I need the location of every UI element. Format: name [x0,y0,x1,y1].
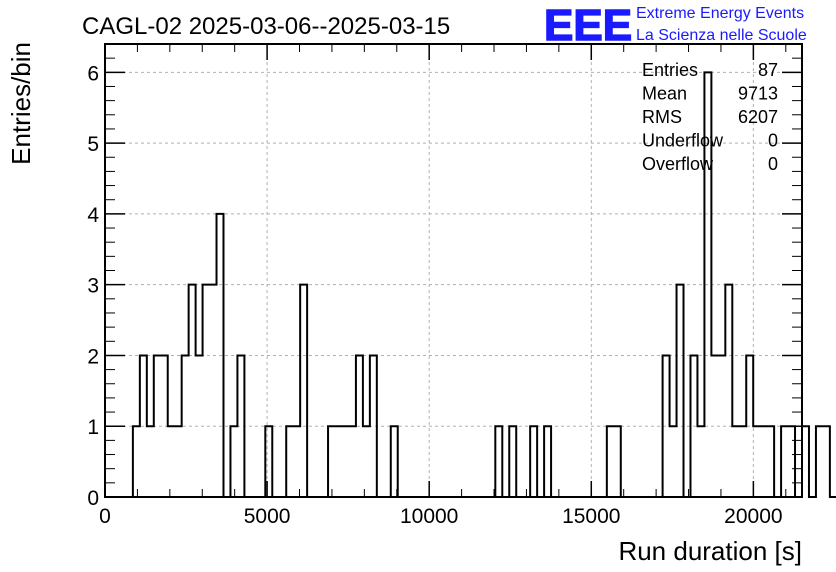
y-tick-label: 3 [87,275,99,298]
x-axis-tick-labels: 0 5000 10000 15000 20000 [99,505,782,528]
stat-value: 6207 [738,107,778,127]
x-tick-label: 10000 [400,505,458,528]
x-tick-label: 0 [99,505,111,528]
stat-label: Entries [642,60,698,80]
x-tick-label: 5000 [244,505,291,528]
logo-line-2: La Scienza nelle Scuole [636,27,807,44]
stat-label: Mean [642,84,687,104]
y-axis-tick-labels: 0 1 2 3 4 5 6 [87,62,99,510]
stat-value: 87 [758,60,778,80]
stat-value: 0 [768,154,778,174]
histogram-series [105,71,836,498]
stat-label: Underflow [642,131,724,151]
y-axis-title: Entries/bin [6,42,36,165]
stat-label: Overflow [642,154,714,174]
logo-mark: EEE [544,1,632,50]
logo-line-1: Extreme Energy Events [636,5,804,22]
y-tick-label: 2 [87,345,99,368]
y-tick-label: 6 [87,62,99,85]
stat-value: 9713 [738,84,778,104]
x-tick-label: 20000 [724,505,782,528]
y-tick-label: 5 [87,133,99,156]
chart-title: CAGL-02 2025-03-06--2025-03-15 [82,13,450,40]
x-axis-title: Run duration [s] [618,536,802,566]
grid-lines [105,44,802,497]
stat-value: 0 [768,131,778,151]
stat-label: RMS [642,107,682,127]
plot-frame [104,43,803,498]
y-tick-label: 4 [87,204,99,227]
axis-ticks [104,44,802,498]
stats-box: Entries 87 Mean 9713 RMS 6207 Underflow 0 Overfl… [642,60,778,174]
y-tick-label: 0 [87,487,99,510]
x-tick-label: 15000 [562,505,620,528]
logo: EEE Extreme Energy Events La Scienza nel… [543,0,807,51]
y-tick-label: 1 [87,416,99,439]
